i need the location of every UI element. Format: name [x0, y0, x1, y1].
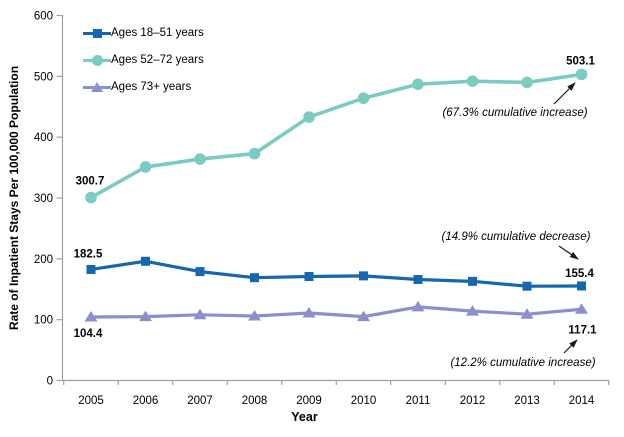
data-point: [85, 191, 97, 204]
data-point: [86, 264, 96, 274]
annotation-arrow: [553, 82, 576, 105]
legend-label: Ages 18–51 years: [111, 27, 204, 39]
annotation-text: (67.3% cumulative increase): [442, 107, 587, 119]
x-tick-label: 2007: [187, 395, 213, 407]
line-triangle-marker-icon: [83, 74, 111, 101]
x-axis-title: Year: [291, 410, 318, 424]
data-point: [304, 271, 314, 281]
data-label: 182.5: [74, 248, 103, 260]
series-line: [89, 259, 584, 288]
legend-label: Ages 52–72 years: [111, 54, 204, 66]
series-ages-52-72-years: [85, 68, 588, 204]
legend-item-ages-73plus: Ages 73+ years: [83, 74, 204, 101]
data-point: [466, 75, 479, 87]
data-point: [466, 305, 479, 316]
data-point: [520, 308, 534, 319]
data-point: [139, 310, 152, 322]
x-tick-label: 2009: [296, 395, 322, 407]
data-point: [411, 300, 425, 312]
annotation-text: (12.2% cumulative increase): [450, 357, 595, 369]
annotation-text: (14.9% cumulative decrease): [442, 231, 591, 243]
legend-label: Ages 73+ years: [111, 81, 192, 93]
x-tick-label: 2008: [242, 395, 268, 407]
line-circle-marker-icon: [83, 47, 111, 74]
y-tick-label: 100: [34, 315, 53, 327]
data-point: [575, 303, 588, 314]
data-label: 117.1: [568, 324, 597, 336]
series-ages-73-years: [84, 300, 588, 322]
data-point: [412, 78, 424, 91]
y-tick-label: 600: [34, 11, 53, 23]
y-tick-label: 500: [34, 71, 53, 83]
y-axis-title: Rate of Inpatient Stays Per 100,000 Popu…: [7, 65, 21, 331]
annotation-arrow: [563, 339, 578, 354]
annotation-arrow: [558, 245, 579, 260]
y-tick-label: 400: [34, 132, 53, 144]
data-point: [575, 68, 588, 81]
y-tick-label: 0: [47, 376, 53, 388]
series-ages-18-51-years: [86, 256, 586, 291]
data-point: [521, 76, 533, 89]
data-point: [357, 92, 370, 105]
data-point: [302, 306, 316, 318]
y-tick-label: 300: [34, 193, 53, 205]
data-point: [303, 111, 315, 123]
data-label: 300.7: [76, 176, 105, 188]
data-point: [357, 310, 370, 322]
data-point: [194, 153, 206, 165]
x-tick-label: 2011: [406, 395, 431, 407]
data-point: [413, 275, 423, 285]
legend-item-ages-52-72: Ages 52–72 years: [83, 47, 204, 74]
data-point: [468, 276, 477, 286]
data-point: [84, 310, 98, 322]
x-tick-label: 2010: [351, 395, 377, 407]
legend-item-ages-18-51: Ages 18–51 years: [83, 20, 204, 47]
x-tick-label: 2006: [133, 395, 159, 407]
series-line: [89, 72, 584, 200]
legend: Ages 18–51 years Ages 52–72 years Ages 7…: [83, 20, 204, 101]
data-label: 155.4: [565, 268, 594, 280]
x-tick-label: 2005: [78, 395, 104, 407]
data-point: [248, 310, 261, 321]
data-point: [141, 256, 150, 266]
data-point: [195, 267, 205, 277]
x-tick-label: 2012: [460, 395, 486, 407]
x-tick-label: 2014: [569, 395, 595, 407]
data-point: [193, 308, 207, 320]
data-point: [359, 271, 368, 281]
data-label: 104.4: [74, 328, 103, 340]
data-point: [522, 281, 532, 291]
data-label: 503.1: [566, 55, 595, 67]
line-square-marker-icon: [83, 20, 111, 47]
data-point: [250, 273, 259, 283]
x-tick-label: 2013: [514, 395, 540, 407]
data-point: [577, 281, 586, 291]
y-tick-label: 200: [34, 254, 53, 266]
data-point: [139, 161, 152, 173]
data-point: [248, 147, 261, 160]
series-line: [89, 305, 584, 319]
